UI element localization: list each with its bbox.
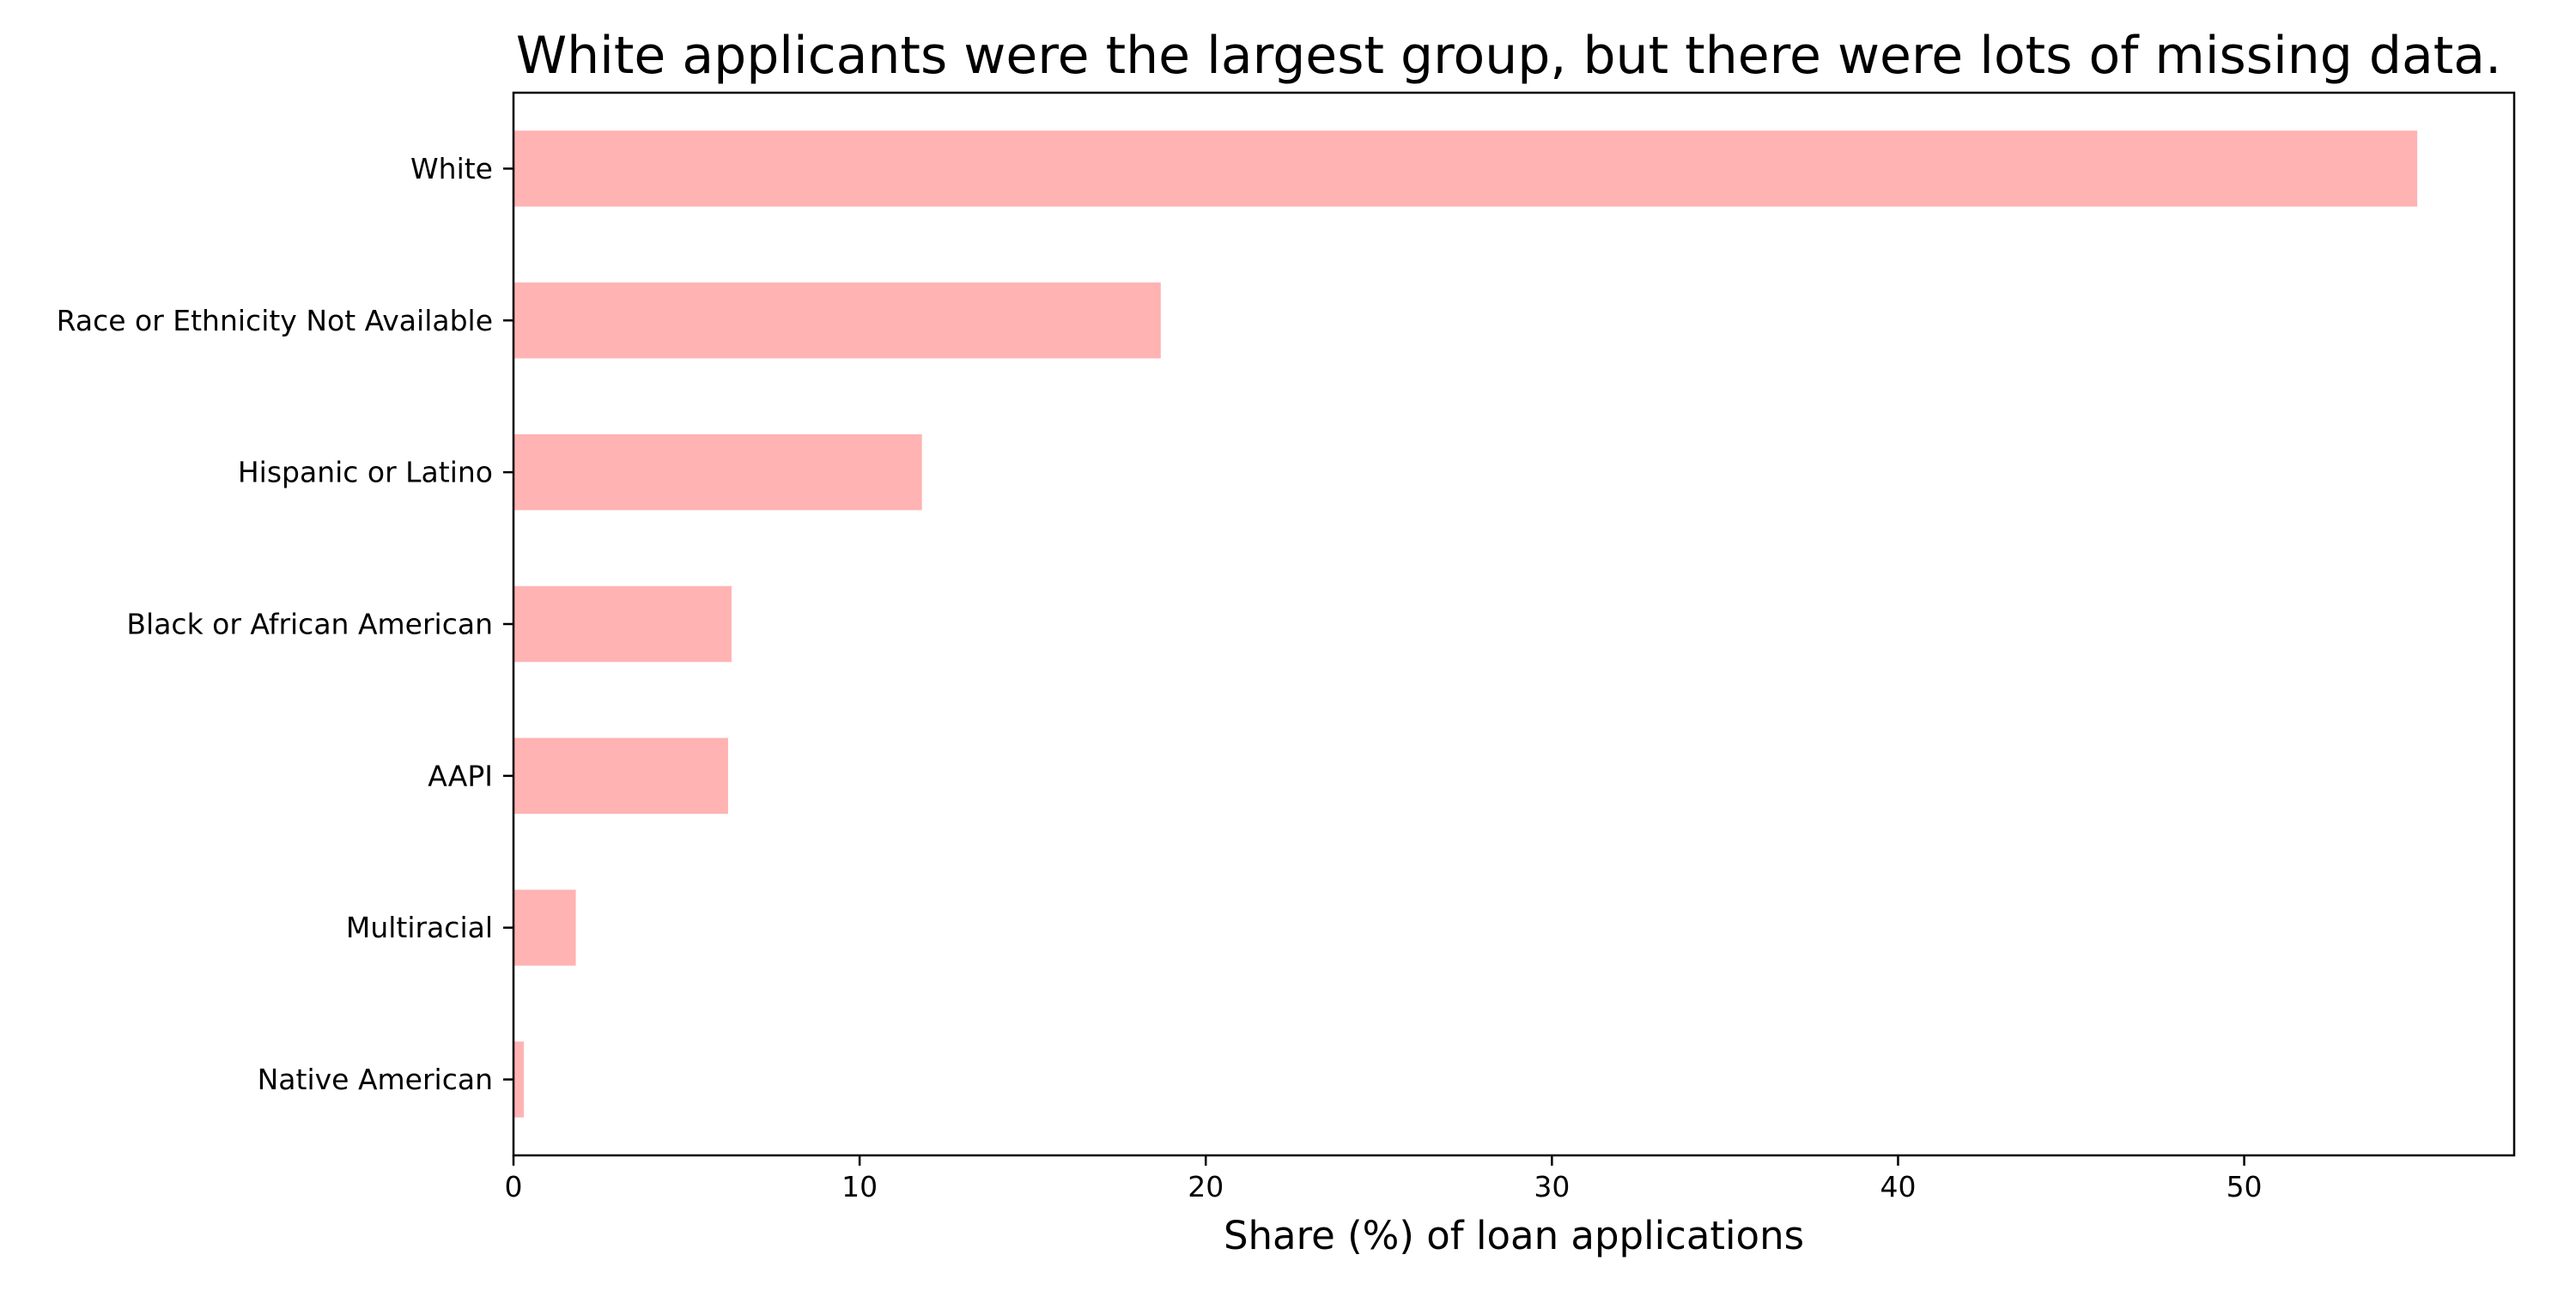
y-tick-label: Black or African American (126, 608, 493, 641)
bar (513, 433, 922, 511)
y-tick-label: Multiracial (346, 911, 493, 944)
x-tick-label: 30 (1534, 1170, 1570, 1203)
x-tick-label: 40 (1880, 1170, 1916, 1203)
bar (513, 585, 732, 663)
x-axis: 0 10 20 30 40 50 (505, 1155, 2263, 1203)
x-tick-label: 0 (505, 1170, 523, 1203)
x-tick-label: 10 (841, 1170, 878, 1203)
y-axis: White Race or Ethnicity Not Available Hisp… (57, 152, 513, 1096)
x-tick-label: 20 (1188, 1170, 1224, 1203)
y-tick-label: Native American (258, 1063, 493, 1096)
y-tick-label: Race or Ethnicity Not Available (57, 304, 493, 337)
y-tick-label: AAPI (428, 759, 493, 792)
chart-title: White applicants were the largest group,… (516, 26, 2501, 86)
y-tick-label: Hispanic or Latino (238, 456, 493, 489)
x-tick-label: 50 (2227, 1170, 2263, 1203)
y-tick-label: White (410, 152, 493, 185)
bar (513, 889, 576, 966)
bar (513, 282, 1161, 359)
bar (513, 1041, 525, 1118)
plot-frame (512, 91, 2516, 1157)
bar (513, 737, 728, 815)
bar (513, 130, 2418, 207)
x-axis-label: Share (%) of loan applications (1224, 1213, 1804, 1258)
bars-layer (513, 130, 2418, 1118)
